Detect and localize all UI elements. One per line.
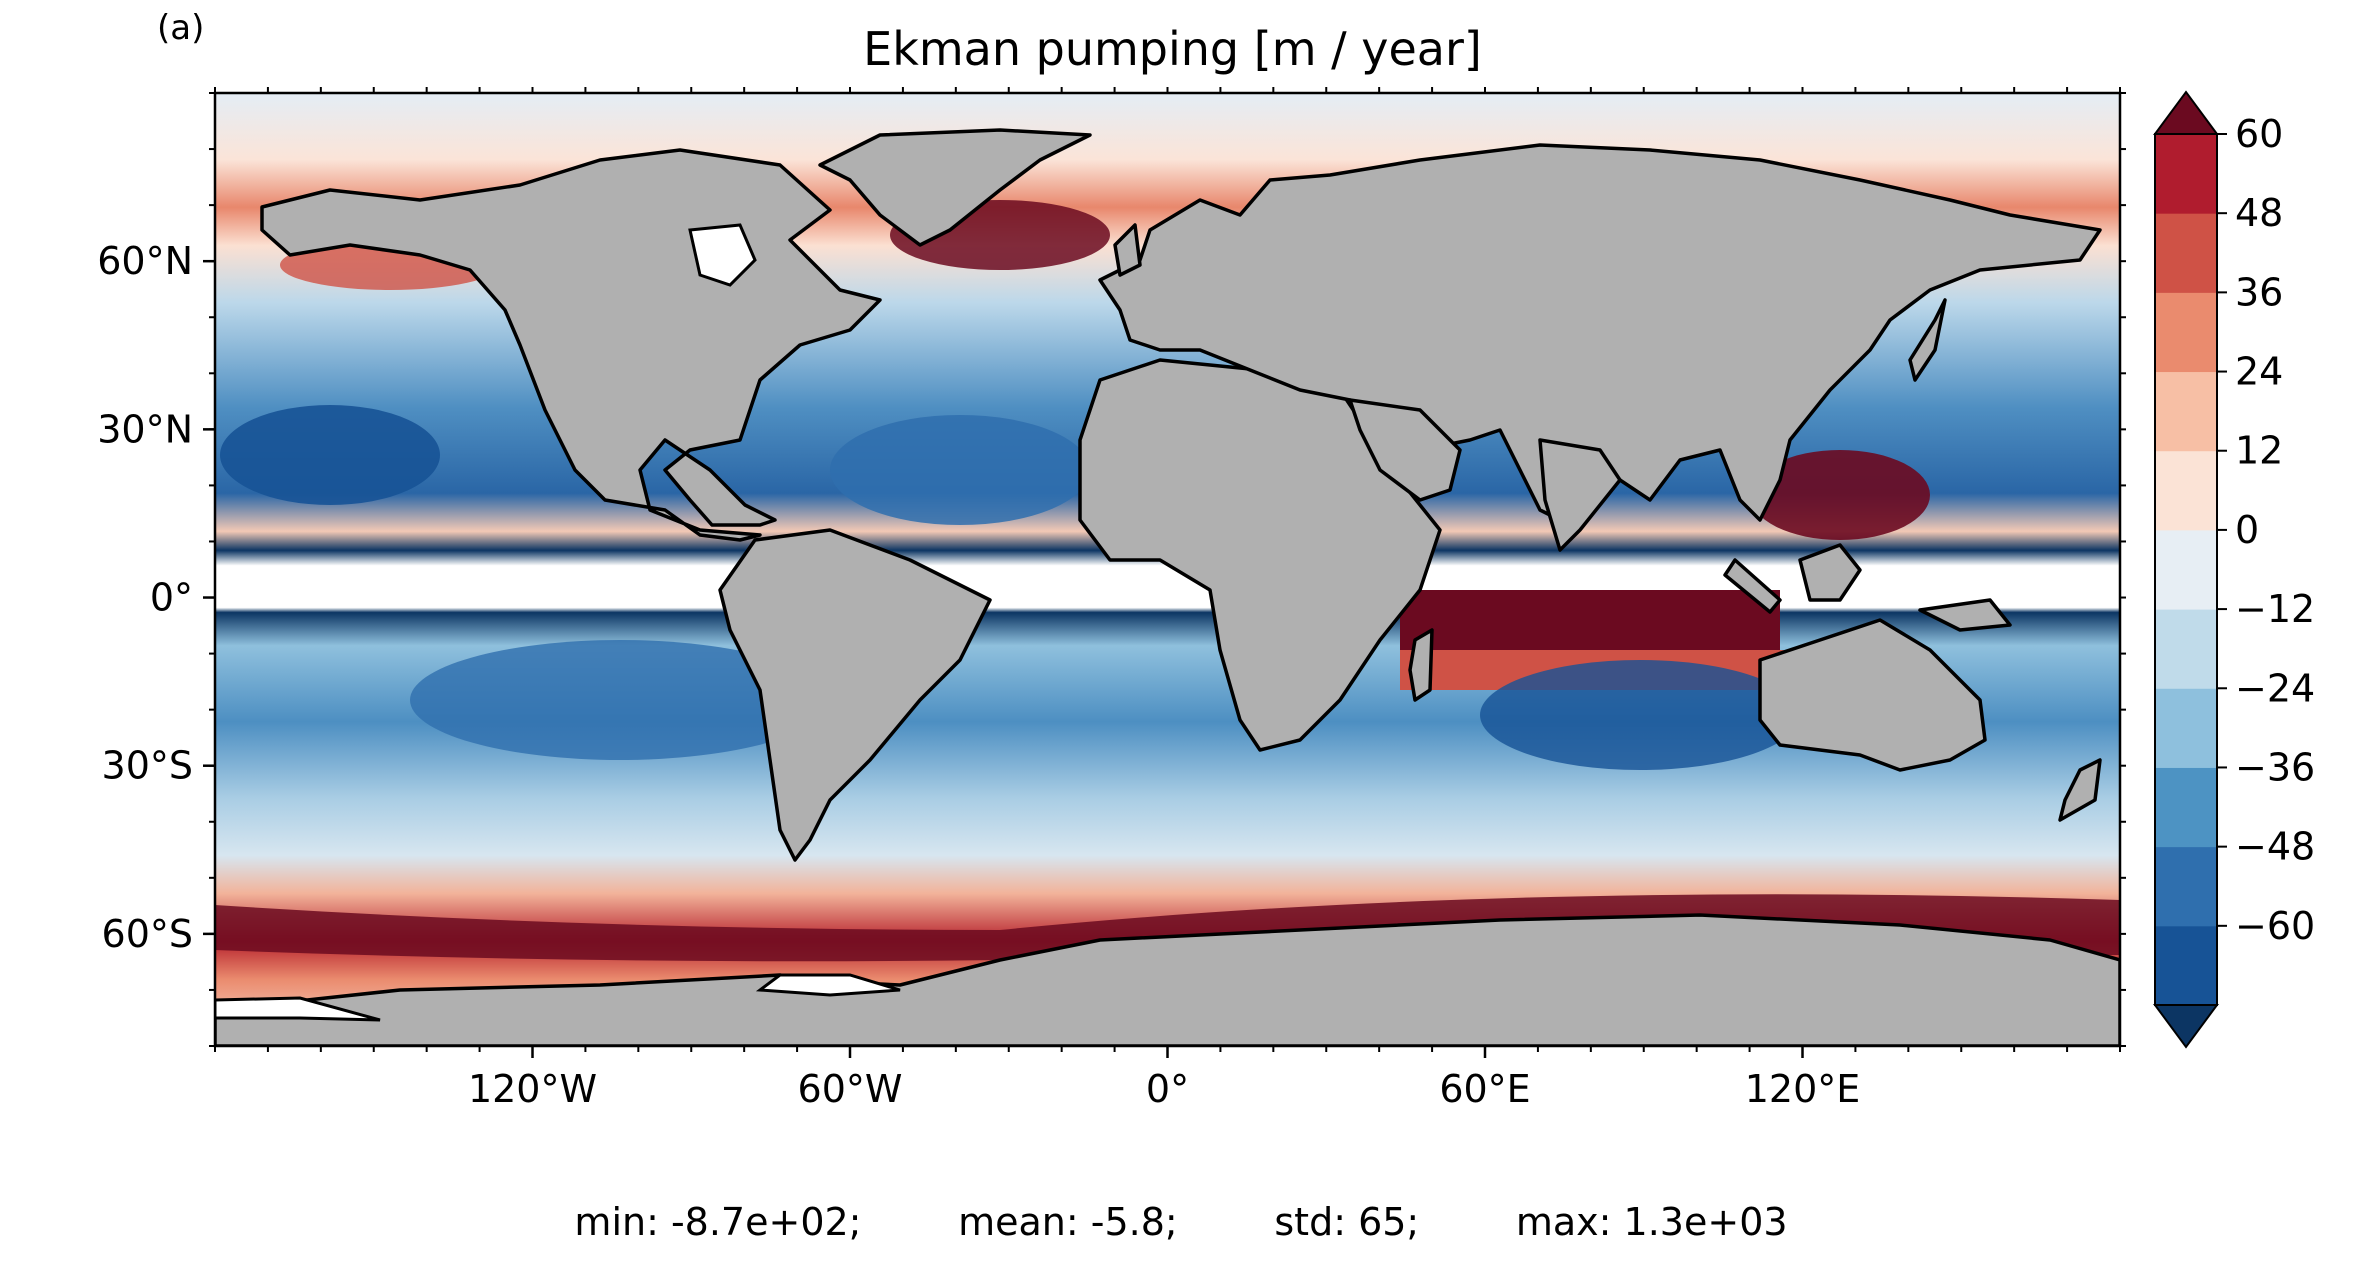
map-area bbox=[215, 93, 2120, 1046]
colorbar-segment bbox=[2155, 292, 2217, 373]
south-indian-blue-core bbox=[1480, 660, 1800, 770]
antarctic-ice-shelf-weddell bbox=[755, 973, 901, 997]
land-masses bbox=[215, 128, 2120, 1046]
colorbar-tick-label: −60 bbox=[2235, 904, 2315, 948]
stat-std: std: 65; bbox=[1274, 1200, 1420, 1244]
colorbar-segment bbox=[2155, 450, 2217, 531]
x-tick-label: 120°W bbox=[468, 1067, 597, 1111]
x-tick-label: 60°E bbox=[1439, 1067, 1530, 1111]
madagascar bbox=[1408, 628, 1434, 702]
land-masses-white-ice bbox=[215, 223, 901, 1022]
colorbar-segment bbox=[2155, 688, 2217, 768]
map-figure: 120°W 60°W 0° 60°E 120°E 60°N30°N0°30°S60°S … bbox=[97, 87, 2315, 1111]
stat-spacer-3 bbox=[1419, 1200, 1516, 1244]
new-zealand bbox=[2058, 758, 2102, 822]
y-axis-ticks: 60°N 30°N 0° 30°S 60°S bbox=[97, 92, 2126, 1047]
y-tick-label: 60°S bbox=[102, 912, 193, 956]
colorbar-tick-label: 0 bbox=[2235, 508, 2259, 552]
stat-mean: mean: -5.8; bbox=[958, 1200, 1178, 1244]
colorbar-segment bbox=[2155, 925, 2217, 1006]
colorbar-tick-label: −24 bbox=[2235, 666, 2315, 710]
x-tick-label: 60°W bbox=[798, 1067, 903, 1111]
colorbar-tick-label: 12 bbox=[2235, 429, 2283, 473]
colorbar-tick-label: 48 bbox=[2235, 191, 2283, 235]
stat-spacer-2 bbox=[1178, 1200, 1275, 1244]
antarctica bbox=[215, 913, 2120, 1046]
x-axis-ticks: 120°W 60°W 0° 60°E 120°E bbox=[214, 87, 2121, 1111]
north-atlantic-blue-core bbox=[830, 415, 1090, 525]
north-pacific-blue-core bbox=[220, 405, 440, 505]
japan bbox=[1908, 298, 1947, 382]
colorbar-extend-max bbox=[2153, 90, 2219, 135]
colorbar-segment bbox=[2155, 846, 2217, 927]
colorbar-segment bbox=[2155, 609, 2217, 689]
british-isles bbox=[1113, 223, 1142, 277]
x-tick-label: 120°E bbox=[1745, 1067, 1861, 1111]
stat-spacer-1 bbox=[861, 1200, 958, 1244]
y-tick-label: 60°N bbox=[97, 239, 193, 283]
colorbar-tick-label: −48 bbox=[2235, 825, 2315, 869]
colorbar-tick-label: 36 bbox=[2235, 270, 2283, 314]
colorbar-tick-label: 24 bbox=[2235, 350, 2283, 394]
hudson-bay bbox=[688, 223, 757, 287]
x-tick-label: 0° bbox=[1146, 1067, 1189, 1111]
south-america bbox=[718, 528, 992, 862]
stat-max: max: 1.3e+03 bbox=[1515, 1200, 1788, 1244]
indian-ocean-upwelling-band bbox=[1400, 590, 1780, 652]
y-tick-label: 30°S bbox=[102, 744, 193, 788]
south-pacific-blue-core bbox=[410, 640, 830, 760]
colorbar-frame bbox=[2154, 133, 2218, 1006]
borneo bbox=[1798, 543, 1862, 602]
colorbar-segment bbox=[2155, 371, 2217, 452]
new-guinea bbox=[1918, 598, 2012, 632]
colorbar-segment bbox=[2155, 767, 2217, 848]
colorbar-extend-min bbox=[2153, 1004, 2219, 1049]
colorbar-segment bbox=[2155, 213, 2217, 293]
stat-min: min: -8.7e+02; bbox=[574, 1200, 862, 1244]
panel-label: (a) bbox=[157, 8, 205, 48]
australia bbox=[1758, 618, 1987, 772]
colorbar: 60 48 36 24 12 0 −12 −24 −36 −48 −60 bbox=[2153, 90, 2315, 1049]
colorbar-segment bbox=[2155, 134, 2217, 214]
india bbox=[1538, 438, 1622, 552]
colorbar-segment bbox=[2155, 529, 2217, 610]
stats-line: min: -8.7e+02; mean: -5.8; std: 65; max:… bbox=[0, 1200, 2362, 1244]
y-tick-label: 0° bbox=[150, 576, 193, 620]
west-pacific-red-core bbox=[1750, 450, 1930, 540]
map-title: Ekman pumping [m / year] bbox=[863, 22, 1482, 76]
colorbar-tick-label: −12 bbox=[2235, 587, 2315, 631]
arabian-peninsula bbox=[1348, 398, 1462, 502]
sumatra bbox=[1723, 558, 1782, 614]
colorbar-tick-label: 60 bbox=[2235, 112, 2283, 156]
greenland bbox=[818, 128, 1092, 247]
colorbar-tick-label: −36 bbox=[2235, 745, 2315, 789]
y-tick-label: 30°N bbox=[97, 407, 193, 451]
antarctic-ice-shelf-ross bbox=[215, 996, 381, 1022]
